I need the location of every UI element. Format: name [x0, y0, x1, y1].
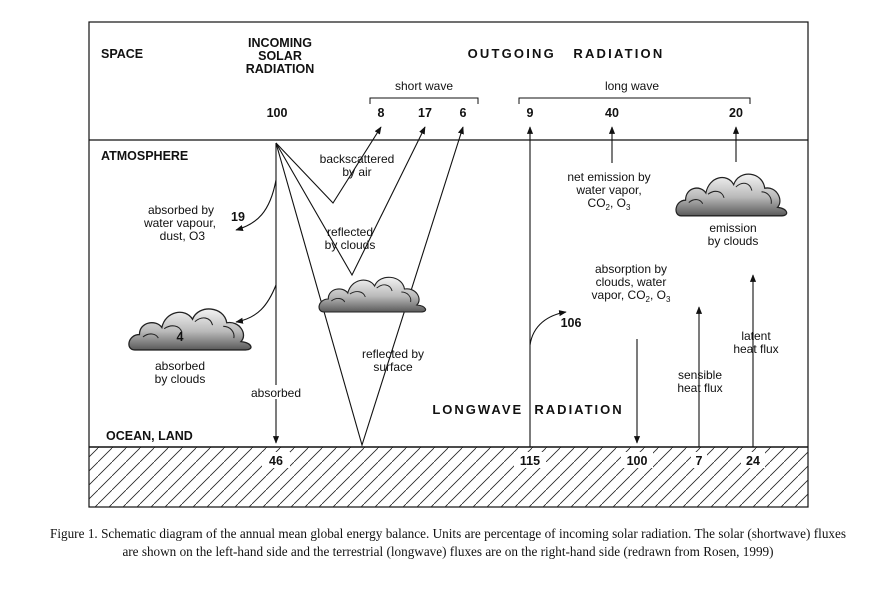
- svg-text:dust, O3: dust, O3: [160, 229, 206, 243]
- absorption-106-value: 106: [561, 316, 582, 330]
- surface-value-sensible: 7: [696, 454, 703, 468]
- absorbed-cloud-arrow: [235, 284, 277, 324]
- absorption-106-arrow: [529, 310, 567, 346]
- long-wave-bracket: [518, 97, 751, 104]
- short-wave-bracket: [369, 97, 479, 104]
- svg-text:reflected by: reflected by: [362, 347, 424, 361]
- absorbed-vapour-label: absorbed by water vapour, dust, O3: [143, 203, 216, 243]
- figure-caption: Figure 1. Schematic diagram of the annua…: [50, 526, 846, 559]
- svg-text:water vapor,: water vapor,: [575, 183, 641, 197]
- short-value-clouds: 17: [418, 106, 432, 120]
- reflecting-cloud: [318, 276, 427, 313]
- svg-text:absorption by: absorption by: [595, 262, 667, 276]
- svg-text:latent: latent: [741, 329, 771, 343]
- incoming-solar-title: INCOMING SOLAR RADIATION: [246, 36, 315, 76]
- svg-text:CO2, O3: CO2, O3: [588, 196, 631, 212]
- absorbed-vapour-arrow: [235, 179, 277, 232]
- diagram-frame: [88, 21, 809, 508]
- surface-label: OCEAN, LAND: [106, 429, 193, 443]
- svg-text:reflected: reflected: [327, 225, 373, 239]
- svg-text:absorbed by: absorbed by: [148, 203, 214, 217]
- ground-hatch: [89, 447, 808, 507]
- svg-text:SOLAR: SOLAR: [258, 49, 302, 63]
- svg-text:clouds, water: clouds, water: [596, 275, 667, 289]
- short-value-backscatter: 8: [378, 106, 385, 120]
- svg-text:sensible: sensible: [678, 368, 722, 382]
- cloud-reflect-arrow: [275, 126, 426, 277]
- reflected-clouds-label: reflected by clouds: [325, 225, 376, 252]
- sensible-heat-label: sensible heat flux: [677, 368, 722, 395]
- svg-text:net emission by: net emission by: [567, 170, 650, 184]
- long-wave-label: long wave: [605, 79, 659, 93]
- svg-text:heat flux: heat flux: [677, 381, 722, 395]
- absorbing-cloud: [128, 308, 252, 351]
- incoming-value: 100: [267, 106, 288, 120]
- svg-text:RADIATION: RADIATION: [246, 62, 315, 76]
- svg-text:backscattered: backscattered: [320, 152, 395, 166]
- svg-text:by clouds: by clouds: [708, 234, 759, 248]
- long-value-clouds: 20: [729, 106, 743, 120]
- space-label: SPACE: [101, 47, 143, 61]
- reflected-surface-label: reflected by surface: [362, 347, 424, 374]
- svg-text:water vapour,: water vapour,: [143, 216, 216, 230]
- absorbed-surface-label: absorbed: [251, 386, 301, 400]
- absorption-label: absorption by clouds, water vapor, CO2, …: [592, 262, 672, 304]
- cloud-absorbed-value: 4: [177, 330, 184, 344]
- short-value-surface: 6: [460, 106, 467, 120]
- surface-value-absorbed: 46: [269, 454, 283, 468]
- absorbed-vapour-value: 19: [231, 210, 245, 224]
- net-emission-label: net emission by water vapor, CO2, O3: [567, 170, 650, 212]
- emission-clouds-label: emission by clouds: [708, 221, 759, 248]
- backscatter-arrow: [275, 126, 382, 204]
- svg-text:by clouds: by clouds: [325, 238, 376, 252]
- surface-value-latent: 24: [746, 454, 760, 468]
- svg-text:INCOMING: INCOMING: [248, 36, 312, 50]
- long-value-surface: 9: [527, 106, 534, 120]
- short-wave-label: short wave: [395, 79, 453, 93]
- longwave-radiation-title: LONGWAVE RADIATION: [432, 402, 623, 417]
- long-value-vapor: 40: [605, 106, 619, 120]
- emitting-cloud: [675, 173, 788, 217]
- outgoing-radiation-title: OUTGOING RADIATION: [468, 46, 665, 61]
- surface-value-back-radiation: 100: [627, 454, 648, 468]
- svg-text:surface: surface: [373, 360, 413, 374]
- surface-value-emitted: 115: [520, 454, 540, 468]
- absorbed-clouds-label: absorbed by clouds: [155, 359, 206, 386]
- longwave-arrows: [526, 126, 757, 447]
- latent-heat-label: latent heat flux: [733, 329, 778, 356]
- backscatter-label: backscattered by air: [320, 152, 395, 179]
- svg-text:by air: by air: [342, 165, 371, 179]
- svg-text:vapor, CO2, O3: vapor, CO2, O3: [592, 288, 672, 304]
- svg-text:heat flux: heat flux: [733, 342, 778, 356]
- atmosphere-label: ATMOSPHERE: [101, 149, 188, 163]
- svg-text:absorbed: absorbed: [155, 359, 205, 373]
- surface-reflect-arrow: [275, 126, 464, 447]
- svg-text:by clouds: by clouds: [155, 372, 206, 386]
- svg-text:emission: emission: [709, 221, 756, 235]
